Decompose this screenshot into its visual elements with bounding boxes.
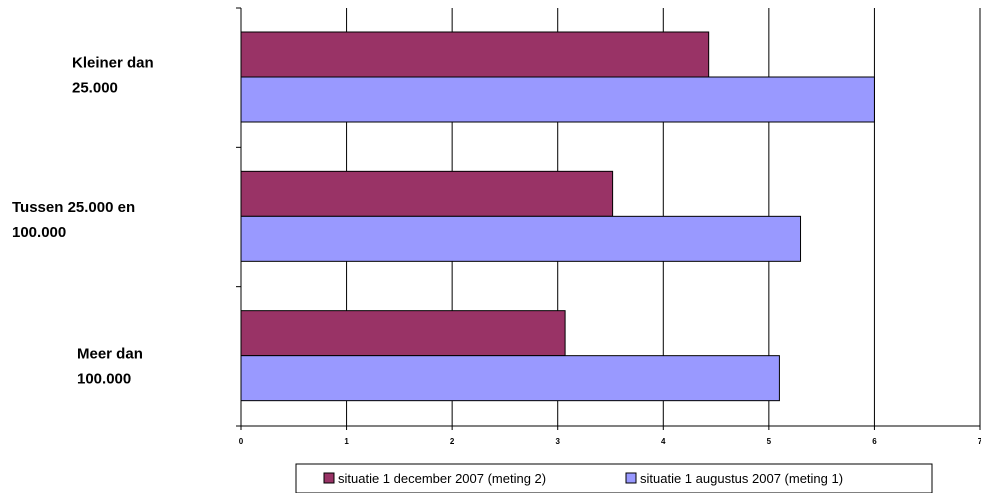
x-tick-label: 3 — [555, 437, 560, 446]
bar-meting-2 — [240, 31, 710, 78]
x-tick-label: 0 — [239, 437, 244, 446]
x-tick-label: 2 — [450, 437, 455, 446]
category-label: Meer dan — [77, 345, 143, 362]
category-label: 100.000 — [77, 370, 131, 387]
legend-label: situatie 1 december 2007 (meting 2) — [338, 471, 546, 486]
legend-swatch — [625, 472, 637, 484]
bar-meting-1 — [240, 76, 875, 123]
category-label: 100.000 — [12, 224, 66, 241]
x-tick-label: 7 — [978, 437, 981, 446]
legend — [295, 463, 933, 494]
bar-meting-2 — [240, 170, 614, 217]
x-tick-label: 4 — [661, 437, 666, 446]
bar-meting-1 — [240, 355, 780, 402]
bar-meting-2 — [240, 310, 566, 357]
category-label: Tussen 25.000 en — [12, 199, 135, 216]
x-tick-label: 6 — [872, 437, 877, 446]
bar-meting-1 — [240, 215, 802, 262]
category-label: Kleiner dan — [72, 55, 154, 72]
x-tick-label: 5 — [767, 437, 772, 446]
legend-swatch — [323, 472, 335, 484]
category-label: 25.000 — [72, 80, 118, 97]
x-tick-label: 1 — [344, 437, 349, 446]
legend-label: situatie 1 augustus 2007 (meting 1) — [640, 471, 843, 486]
